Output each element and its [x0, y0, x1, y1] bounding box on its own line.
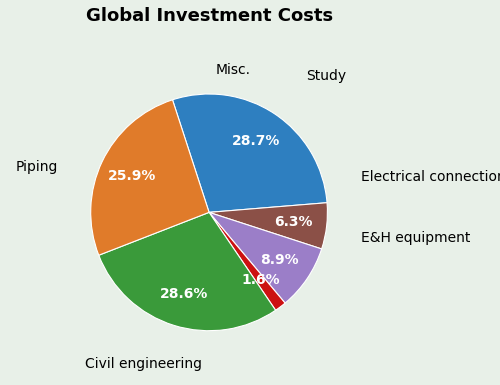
Wedge shape: [172, 94, 327, 213]
Wedge shape: [99, 213, 276, 331]
Wedge shape: [209, 213, 322, 303]
Text: E&H equipment: E&H equipment: [360, 231, 470, 245]
Text: Study: Study: [306, 69, 346, 83]
Text: Electrical connection: Electrical connection: [360, 170, 500, 184]
Text: 6.3%: 6.3%: [274, 215, 313, 229]
Wedge shape: [90, 100, 209, 255]
Text: 1.6%: 1.6%: [241, 273, 280, 287]
Text: Piping: Piping: [15, 161, 58, 174]
Text: 25.9%: 25.9%: [108, 169, 156, 183]
Text: Civil engineering: Civil engineering: [86, 357, 202, 371]
Wedge shape: [209, 213, 285, 310]
Text: Misc.: Misc.: [215, 64, 250, 77]
Text: 28.6%: 28.6%: [160, 287, 208, 301]
Text: 8.9%: 8.9%: [260, 253, 299, 267]
Title: Global Investment Costs: Global Investment Costs: [86, 7, 332, 25]
Wedge shape: [209, 203, 328, 249]
Text: 28.7%: 28.7%: [232, 134, 280, 149]
